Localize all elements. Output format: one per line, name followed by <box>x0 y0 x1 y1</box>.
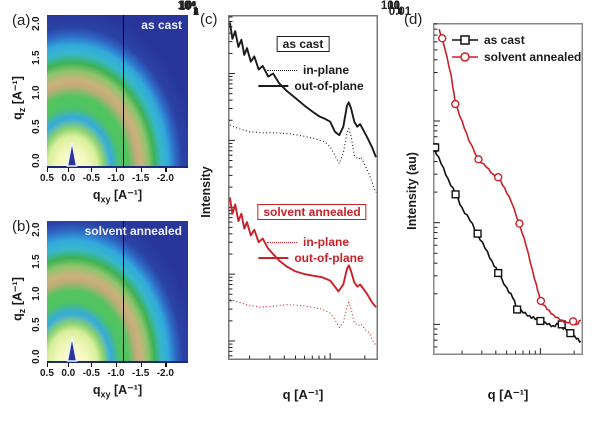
panel-d-legend-solventannealed: solvent annealed <box>452 50 581 64</box>
tick-label: 2 <box>193 6 199 16</box>
tick-label: -2.0 <box>156 363 174 379</box>
tick-label: 0.0 <box>61 363 76 379</box>
tick-label: -1.5 <box>132 168 150 184</box>
tick-label: 0.0 <box>61 168 76 184</box>
panel-a: (a) qz [A⁻¹] 2.0 1.5 1.0 0.5 0.0 as cast 0.5… <box>6 6 196 209</box>
tick-label: 2 <box>397 6 403 16</box>
tick-label: 3 <box>397 6 403 16</box>
tick-label: -1.5 <box>132 363 150 379</box>
legend-label: solvent annealed <box>484 50 582 64</box>
tick-label: 2 <box>397 6 403 16</box>
tick-label: 1.5 <box>30 253 42 269</box>
tick-label: 5 <box>193 6 199 16</box>
panel-d-xlabel: q [A⁻¹] <box>487 387 529 402</box>
solid-line-icon <box>258 85 289 87</box>
tick-label: 0.0 <box>30 349 42 364</box>
panel-c-legend-red-inplane: in-plane <box>266 235 350 249</box>
panel-b: (b) qz [A⁻¹] 2.0 1.5 1.0 0.5 0.0 solvent ann… <box>6 212 196 422</box>
panel-d-plot <box>433 23 583 355</box>
tick-label: -0.5 <box>82 168 100 184</box>
panel-a-ylabel: qz [A⁻¹] <box>10 76 27 120</box>
panel-b-cut-line <box>122 221 125 363</box>
panel-d-letter: (d) <box>404 11 423 28</box>
legend-label: out-of-plane <box>294 251 364 265</box>
legend-label: as cast <box>484 33 525 47</box>
tick-label: 10¹ <box>179 0 196 12</box>
panel-b-title: solvent annealed <box>84 224 182 238</box>
panel-a-2d-pattern: as cast <box>47 15 188 168</box>
panel-b-ytick-labels: 2.0 1.5 1.0 0.5 0.0 <box>28 222 44 364</box>
tick-label: 1.5 <box>30 50 42 66</box>
tick-label: 10⁰ <box>178 1 196 13</box>
circle-marker-icon <box>452 52 478 62</box>
tick-label: 8 <box>193 6 199 16</box>
tick-label: 6 <box>193 6 199 16</box>
tick-label: 1.0 <box>30 84 42 100</box>
dotted-line-icon <box>266 69 297 71</box>
panel-d-ylabel: Intensity (au) <box>405 152 419 230</box>
panel-c-legend-red-outofplane: out-of-plane <box>258 251 364 265</box>
tick-label: 2.0 <box>30 16 42 31</box>
panel-a-xlabel: qxy [A⁻¹] <box>92 188 143 205</box>
tick-label: 0.5 <box>30 118 42 134</box>
tick-label: 2.0 <box>30 222 42 237</box>
tick-label: 0.0 <box>30 153 42 168</box>
legend-label: in-plane <box>302 235 350 249</box>
panel-a-letter: (a) <box>12 12 31 29</box>
tick-label: 0.5 <box>30 317 42 333</box>
panel-d-legend-ascast: as cast <box>452 33 525 47</box>
panel-a-title: as cast <box>141 18 182 32</box>
panel-c-legend-red-title: solvent annealed <box>257 204 367 220</box>
panel-c-legend-black-outofplane: out-of-plane <box>258 79 364 93</box>
tick-label: 4 <box>193 6 199 16</box>
panel-b-xtick-labels: 0.5 0.0 -0.5 -1.0 -1.5 -2.0 <box>40 363 174 379</box>
tick-label: 1.0 <box>30 285 42 301</box>
panel-c-legend-black-title: as cast <box>276 36 330 52</box>
panel-c-plot <box>228 15 378 360</box>
panel-d: (d) Intensity (au) as cast solvent annea… <box>381 0 600 420</box>
panel-c-ylabel: Intensity <box>199 166 213 218</box>
panel-b-letter: (b) <box>12 218 31 235</box>
tick-label: 6 <box>397 6 403 16</box>
panel-a-ytick-labels: 2.0 1.5 1.0 0.5 0.0 <box>28 16 44 168</box>
dotted-line-icon <box>266 241 297 243</box>
panel-a-xtick-labels: 0.5 0.0 -0.5 -1.0 -1.5 -2.0 <box>40 168 174 184</box>
tick-label: 7 <box>397 6 403 16</box>
panel-c-xlabel: q [A⁻¹] <box>282 387 324 402</box>
square-marker-icon <box>452 35 478 45</box>
solid-line-icon <box>258 257 289 259</box>
panel-b-2d-pattern: solvent annealed <box>47 221 188 363</box>
panel-b-ylabel: qz [A⁻¹] <box>10 277 27 321</box>
tick-label: 1 <box>192 6 200 18</box>
panel-b-xlabel: qxy [A⁻¹] <box>92 383 143 400</box>
tick-label: -1.0 <box>107 363 125 379</box>
tick-label: 10⁴ <box>177 0 196 12</box>
tick-label: 1 <box>393 0 400 12</box>
panel-c: (c) Intensity as cast in-plane out-of-pl… <box>178 0 398 420</box>
tick-label: 5 <box>397 6 403 16</box>
panel-b-beamstop-icon <box>67 336 78 362</box>
tick-label: 0.5 <box>40 363 54 379</box>
tick-label: 3 <box>193 6 199 16</box>
panel-c-legend-black-inplane: in-plane <box>266 63 350 77</box>
tick-label: 10² <box>179 0 196 12</box>
tick-label: -1.0 <box>107 168 125 184</box>
tick-label: 0.01 <box>388 6 412 18</box>
legend-label: out-of-plane <box>294 79 364 93</box>
tick-label: 7 <box>193 6 199 16</box>
tick-label: 100 <box>380 0 400 12</box>
tick-label: -2.0 <box>156 168 174 184</box>
tick-label: 2 <box>193 6 199 16</box>
panel-a-beamstop-icon <box>67 141 78 167</box>
tick-label: 4 <box>397 6 403 16</box>
panel-a-cut-line <box>122 15 125 168</box>
tick-label: 0.5 <box>40 168 54 184</box>
tick-label: 10³ <box>179 0 196 12</box>
panel-c-letter: (c) <box>200 11 218 28</box>
tick-label: -0.5 <box>82 363 100 379</box>
tick-label: 10 <box>387 0 400 12</box>
legend-label: in-plane <box>302 63 350 77</box>
